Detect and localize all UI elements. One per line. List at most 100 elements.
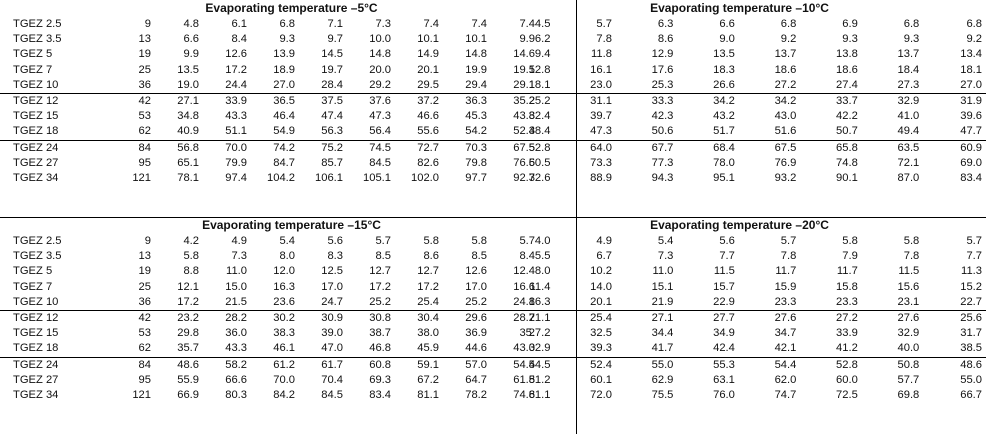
value-cell: 6.8 bbox=[780, 18, 797, 30]
value-cell: 23.0 bbox=[590, 78, 612, 91]
model-cell: TGEZ 34 bbox=[13, 172, 59, 185]
value-cell: 39.7 bbox=[590, 110, 612, 123]
value-cell: 18.6 bbox=[836, 63, 858, 76]
value-cell: 27.6 bbox=[738, 310, 801, 327]
value-cell: 7.4 bbox=[519, 18, 535, 30]
value-cell: 32.5 bbox=[590, 327, 612, 340]
capacity-cell: 62 bbox=[138, 125, 151, 138]
value-cell: 6.8 bbox=[279, 18, 295, 30]
value-cell: 22.9 bbox=[713, 295, 735, 308]
table-row: TGEZ 18 62 35.7 43.3 46.1 47.0 46.8 45.9 44.6 43.… bbox=[0, 341, 539, 357]
model-cell: TGEZ 7 bbox=[13, 63, 53, 76]
value-cell: 23.2 bbox=[155, 310, 203, 327]
value-cell: 6.3 bbox=[657, 18, 674, 30]
value-cell: 7.4 bbox=[423, 18, 439, 30]
value-cell: 16.6 bbox=[513, 280, 535, 293]
value-cell: 36.0 bbox=[225, 327, 247, 340]
value-cell: 13.9 bbox=[273, 48, 295, 61]
table-row: 25.2 31.1 33.3 34.2 34.2 33.7 32.9 31.9 bbox=[493, 93, 986, 110]
value-cell: 68.4 bbox=[677, 139, 739, 156]
value-cell: 16.1 bbox=[590, 63, 612, 76]
value-cell: 75.5 bbox=[651, 389, 674, 402]
value-cell: 11.0 bbox=[226, 265, 247, 278]
model-cell: TGEZ 2.5 bbox=[13, 235, 62, 247]
value-cell: 27.6 bbox=[861, 310, 924, 327]
value-cell: 12.7 bbox=[417, 265, 439, 278]
value-cell: 60.5 bbox=[528, 156, 551, 169]
value-cell: 61.7 bbox=[299, 356, 347, 373]
table-row: TGEZ 3.5 13 6.6 8.4 9.3 9.7 10.0 10.1 10.1 9.9 bbox=[0, 32, 539, 47]
value-cell: 7.8 bbox=[780, 250, 797, 263]
value-cell: 8.4 bbox=[231, 33, 247, 46]
value-cell: 80.3 bbox=[225, 389, 247, 402]
value-cell: 75.2 bbox=[299, 139, 347, 156]
value-cell: 64.7 bbox=[465, 373, 487, 386]
value-cell: 27.3 bbox=[897, 78, 920, 91]
table-row: TGEZ 15 53 34.8 43.3 46.4 47.4 47.3 46.6 45.3 43.… bbox=[0, 109, 539, 124]
model-cell: TGEZ 27 bbox=[13, 156, 59, 169]
value-cell: 31.7 bbox=[960, 327, 982, 340]
value-cell: 9.2 bbox=[780, 33, 797, 46]
capacity-cell: 95 bbox=[138, 156, 151, 169]
value-cell: 94.3 bbox=[651, 172, 674, 185]
model-cell: TGEZ 3.5 bbox=[13, 33, 62, 46]
value-cell: 37.5 bbox=[299, 93, 347, 110]
value-cell: 15.2 bbox=[960, 280, 982, 293]
value-cell: 106.1 bbox=[315, 172, 343, 185]
model-cell: TGEZ 12 bbox=[0, 93, 95, 110]
value-cell: 49.4 bbox=[897, 125, 920, 138]
table-row: 12.8 16.1 17.6 18.3 18.6 18.6 18.4 18.1 bbox=[493, 63, 986, 78]
value-cell: 39.3 bbox=[590, 342, 612, 355]
value-cell: 38.5 bbox=[960, 342, 982, 355]
value-cell: 8.3 bbox=[327, 250, 343, 263]
table-row: 72.6 88.9 94.3 95.1 93.2 90.1 87.0 83.4 bbox=[493, 171, 986, 186]
value-cell: 43.3 bbox=[225, 110, 247, 123]
value-cell: 28.2 bbox=[203, 310, 251, 327]
value-cell: 47.3 bbox=[590, 125, 612, 138]
value-cell: 79.8 bbox=[465, 156, 487, 169]
value-cell: 32.9 bbox=[897, 327, 920, 340]
value-cell: 19.9 bbox=[465, 63, 487, 76]
value-cell: 5.8 bbox=[423, 235, 439, 247]
value-cell: 13.7 bbox=[897, 48, 920, 61]
value-cell: 26.6 bbox=[713, 78, 735, 91]
value-cell: 14.6 bbox=[513, 48, 535, 61]
value-cell: 11.4 bbox=[529, 280, 551, 293]
value-cell: 35.7 bbox=[177, 342, 199, 355]
value-cell: 55.9 bbox=[177, 373, 199, 386]
panel-evap-minus-5: Evaporating temperature –5°C TGEZ 2.5 9 4.… bbox=[0, 0, 539, 217]
value-cell: 20.1 bbox=[417, 63, 439, 76]
value-cell: 52.4 bbox=[554, 356, 616, 373]
model-cell: TGEZ 18 bbox=[13, 342, 59, 355]
value-cell: 18.1 bbox=[528, 78, 551, 91]
value-cell: 48.6 bbox=[155, 356, 203, 373]
value-cell: 14.0 bbox=[590, 280, 612, 293]
value-cell: 11.5 bbox=[713, 265, 735, 278]
value-cell: 60.1 bbox=[590, 373, 612, 386]
value-cell: 7.1 bbox=[327, 18, 343, 30]
value-cell: 23.3 bbox=[774, 295, 797, 308]
table-row: 61.1 72.0 75.5 76.0 74.7 72.5 69.8 66.7 bbox=[493, 388, 986, 403]
value-cell: 6.2 bbox=[534, 33, 551, 46]
value-cell: 4.0 bbox=[534, 235, 551, 247]
value-cell: 62.9 bbox=[651, 373, 674, 386]
table-row: TGEZ 2.5 9 4.8 6.1 6.8 7.1 7.3 7.4 7.4 7.4 bbox=[0, 17, 539, 32]
value-cell: 59.1 bbox=[395, 356, 443, 373]
value-cell: 31.9 bbox=[923, 93, 986, 110]
value-cell: 48.6 bbox=[923, 356, 986, 373]
capacity-cell: 53 bbox=[138, 110, 151, 123]
value-cell: 76.5 bbox=[513, 156, 535, 169]
capacity-cell: 121 bbox=[132, 172, 151, 185]
value-cell: 70.3 bbox=[443, 139, 491, 156]
capacity-cell: 42 bbox=[95, 93, 155, 110]
value-cell: 13.7 bbox=[774, 48, 797, 61]
value-cell: 34.9 bbox=[713, 327, 735, 340]
value-cell: 39.0 bbox=[321, 327, 343, 340]
value-cell: 11.7 bbox=[836, 265, 858, 278]
model-cell: TGEZ 7 bbox=[13, 280, 53, 293]
value-cell: 51.2 bbox=[528, 373, 551, 386]
value-cell: 55.6 bbox=[417, 125, 439, 138]
table-row: 4.0 4.9 5.4 5.6 5.7 5.8 5.8 5.7 bbox=[493, 234, 986, 249]
value-cell: 4.9 bbox=[231, 235, 247, 247]
table-row: 32.9 39.3 41.7 42.4 42.1 41.2 40.0 38.5 bbox=[493, 341, 986, 357]
